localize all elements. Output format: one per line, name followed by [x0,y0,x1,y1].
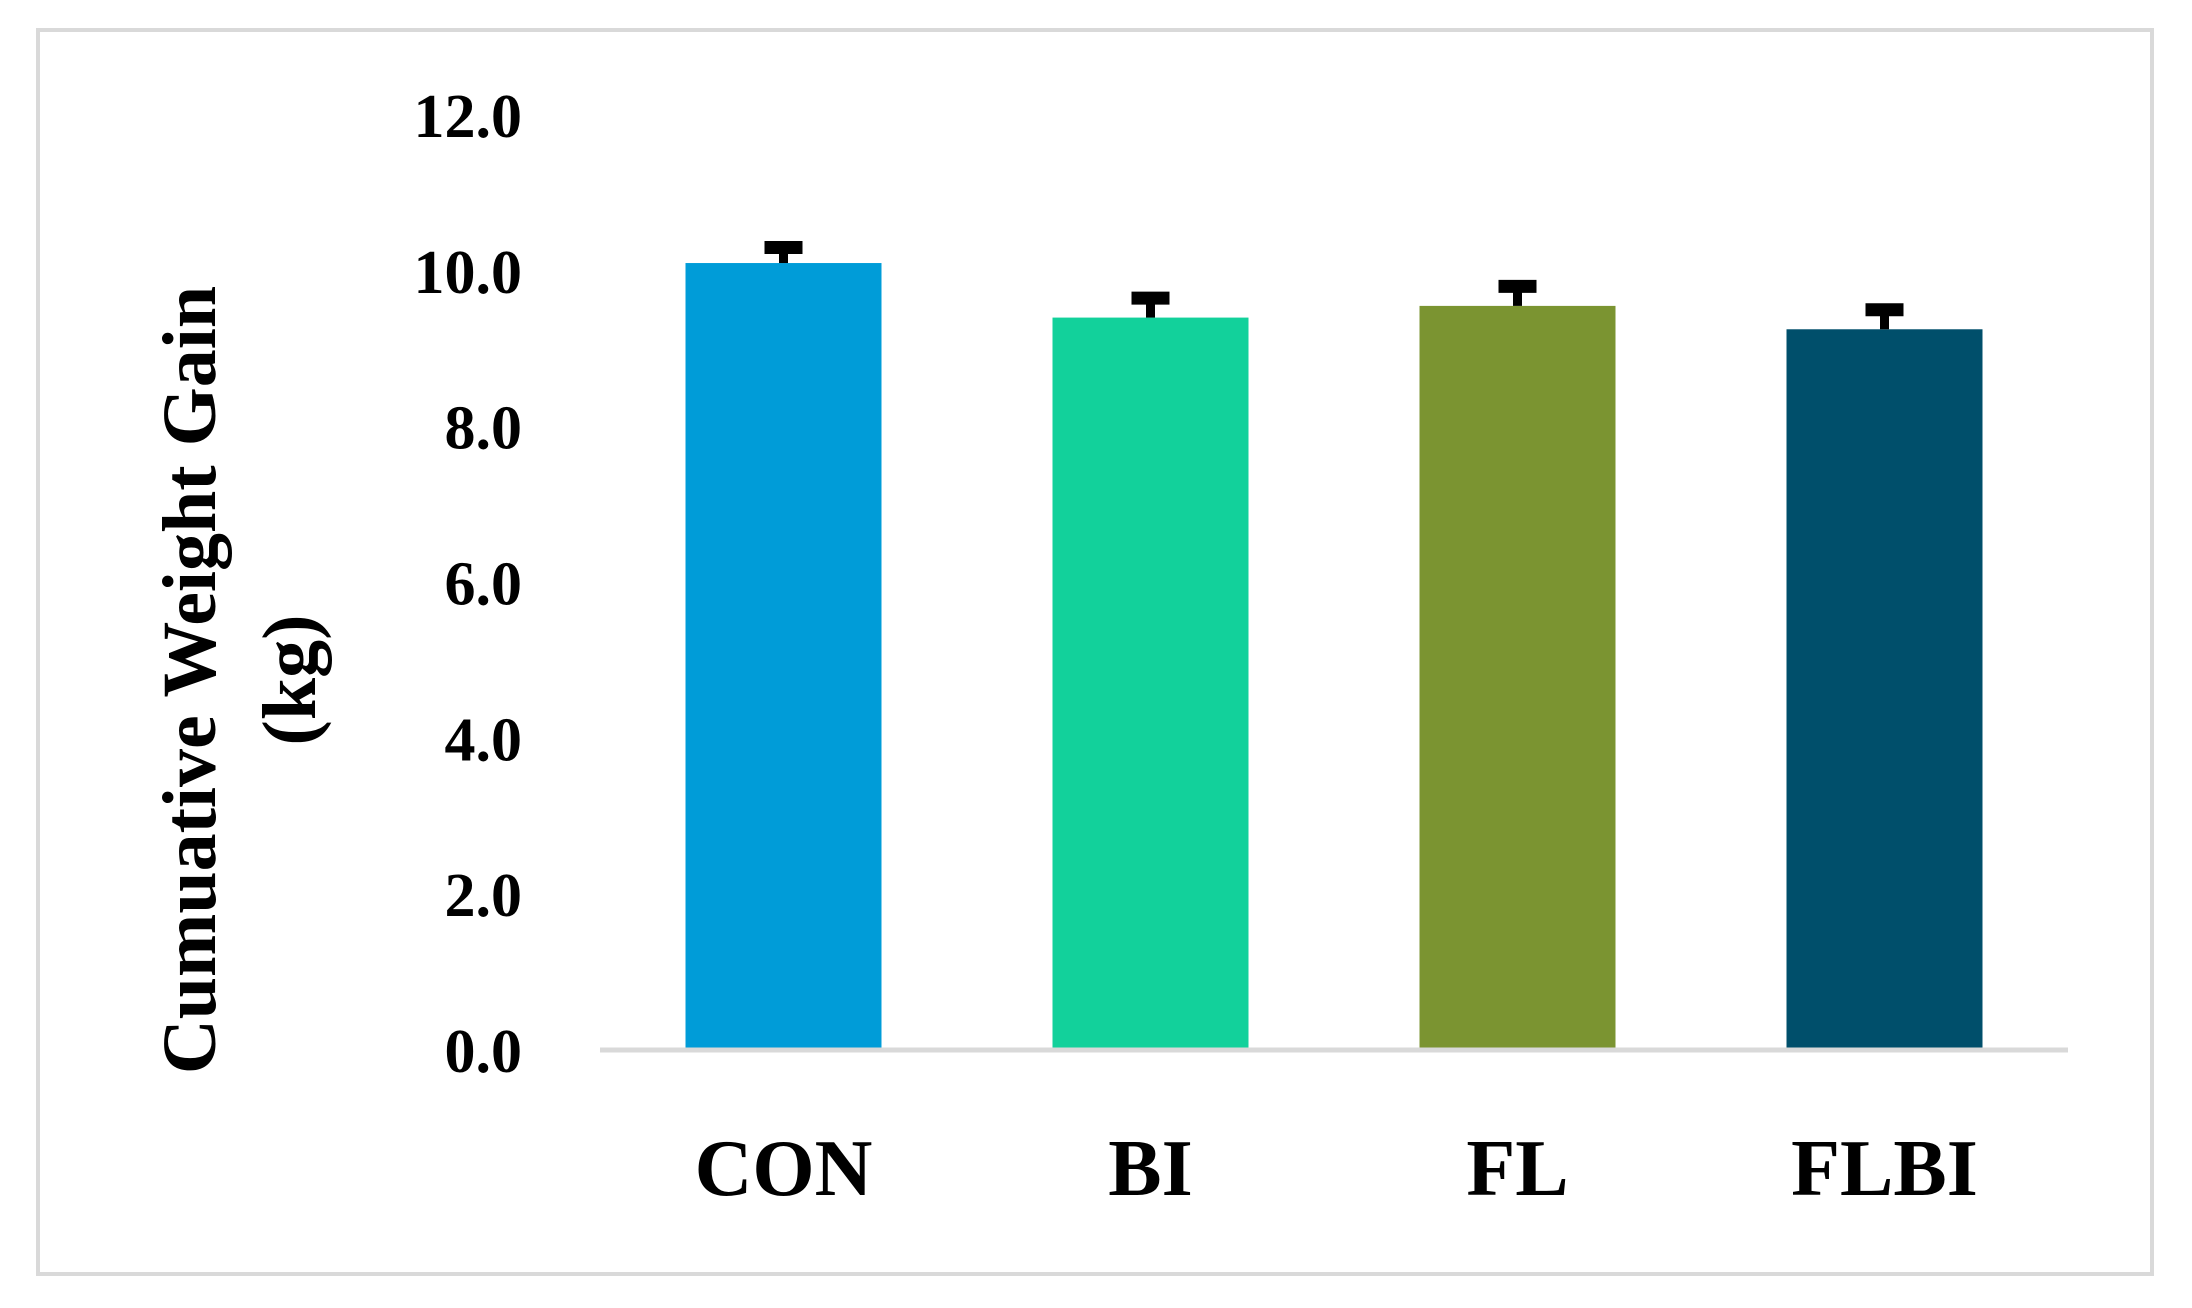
y-axis-ticks: 0.0 2.0 4.0 6.0 8.0 10.0 12.0 [414,83,523,1086]
bar-con [685,263,882,1051]
error-bars [764,240,1904,330]
x-tick-label-flbi: FLBI [1791,1125,1978,1213]
bars [685,263,1983,1051]
y-tick-label: 10.0 [414,239,523,307]
y-axis-title: Cumuative Weight Gain (kg) [148,286,332,1074]
x-tick-label-con: CON [695,1125,873,1213]
x-tick-label-fl: FL [1466,1125,1568,1213]
x-axis-labels: CON BI FL FLBI [695,1125,1978,1213]
y-tick-label: 0.0 [445,1018,523,1086]
y-axis-title-line-1: Cumuative Weight Gain [148,286,232,1074]
y-tick-label: 8.0 [445,395,523,463]
y-tick-label: 2.0 [445,862,523,930]
bar-bi [1052,317,1249,1050]
y-tick-label: 6.0 [445,551,523,619]
x-tick-label-bi: BI [1108,1125,1193,1213]
y-tick-label: 12.0 [414,83,523,151]
bar-fl [1419,305,1616,1050]
y-axis-title-line-2: (kg) [248,615,332,746]
y-tick-label: 4.0 [445,706,523,774]
bar-flbi [1786,329,1983,1050]
